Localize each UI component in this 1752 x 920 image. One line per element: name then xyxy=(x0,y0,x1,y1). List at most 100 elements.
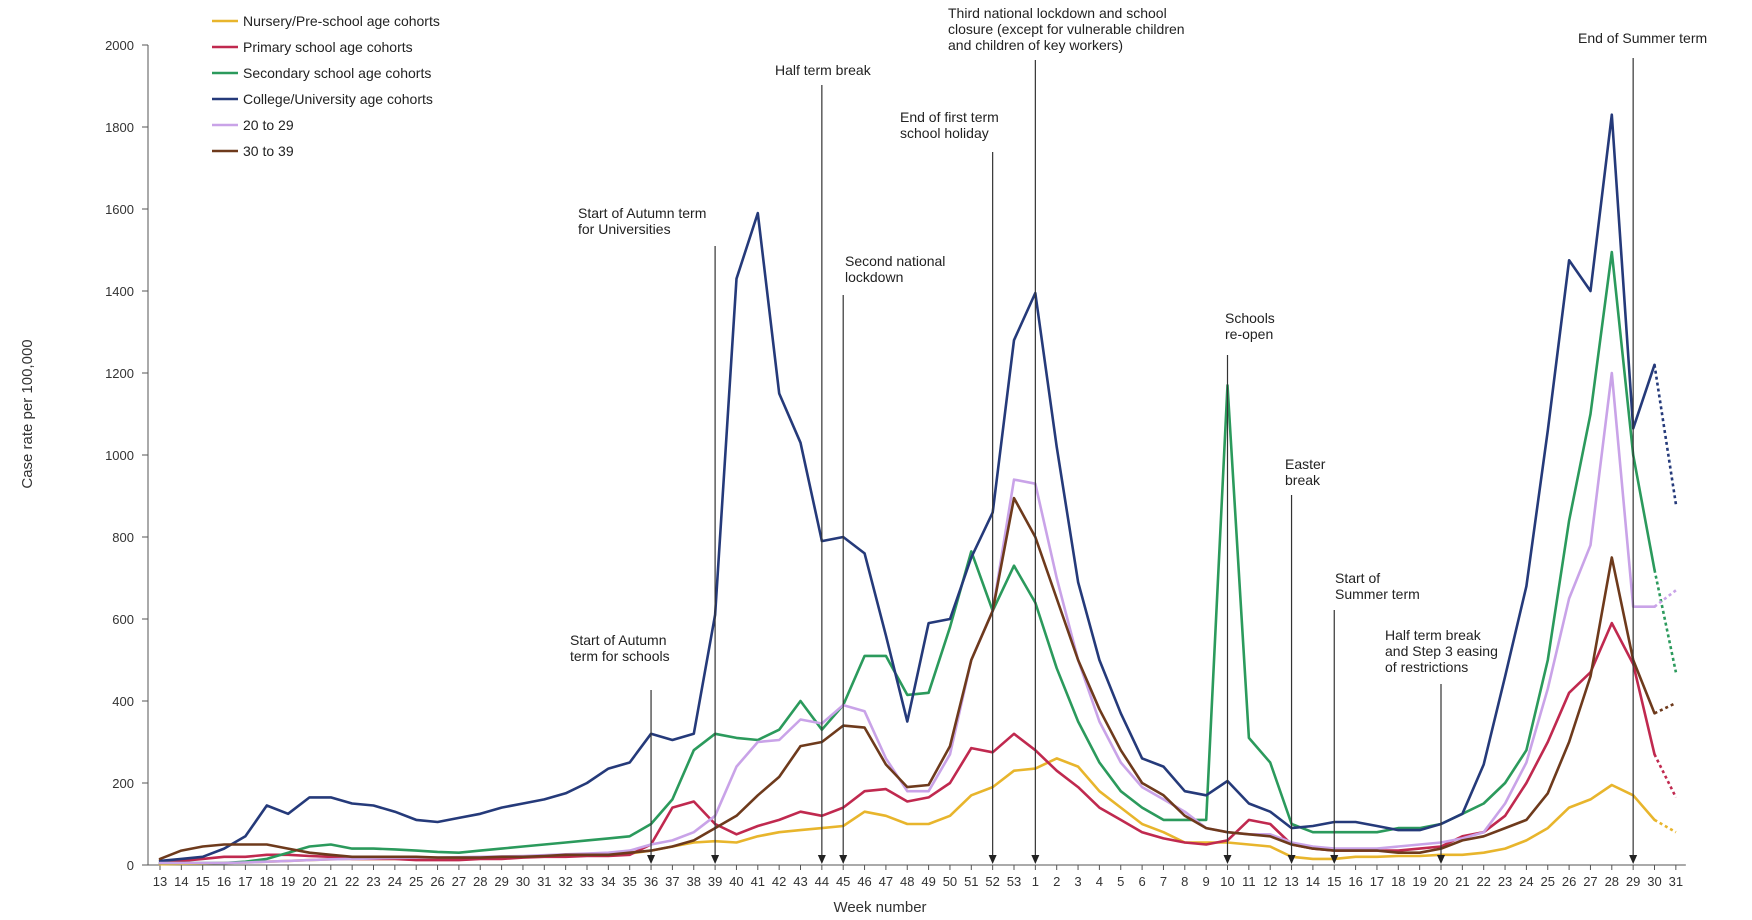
y-tick-label: 200 xyxy=(112,776,134,791)
x-tick-label: 1 xyxy=(1032,874,1039,889)
x-tick-label: 53 xyxy=(1007,874,1021,889)
series-line-1 xyxy=(158,621,1656,865)
x-tick-label: 29 xyxy=(1626,874,1640,889)
x-tick-label: 18 xyxy=(260,874,274,889)
series-line-5 xyxy=(158,496,1656,861)
x-tick-label: 42 xyxy=(772,874,786,889)
x-tick-label: 15 xyxy=(195,874,209,889)
annotation-arrowhead xyxy=(1287,855,1296,864)
annotation-arrowhead xyxy=(1437,855,1445,864)
x-tick-label: 19 xyxy=(281,874,295,889)
x-tick-label: 5 xyxy=(1117,874,1124,889)
x-tick-label: 14 xyxy=(174,874,188,889)
annotation-text: and Step 3 easing xyxy=(1385,643,1498,659)
x-tick-label: 31 xyxy=(1669,874,1683,889)
legend-entry: Nursery/Pre-school age cohorts xyxy=(243,13,440,29)
x-tick-label: 15 xyxy=(1327,874,1341,889)
y-axis-label: Case rate per 100,000 xyxy=(19,339,36,488)
annotation-text: Start of Autumn term xyxy=(578,205,706,221)
x-tick-label: 31 xyxy=(537,874,551,889)
y-tick-label: 600 xyxy=(112,612,134,627)
x-tick-label: 13 xyxy=(153,874,167,889)
x-tick-label: 14 xyxy=(1306,874,1320,889)
series-projection-0 xyxy=(1653,818,1677,834)
x-tick-label: 25 xyxy=(409,874,423,889)
x-tick-label: 9 xyxy=(1203,874,1210,889)
x-tick-label: 11 xyxy=(1242,874,1256,889)
x-tick-label: 38 xyxy=(687,874,701,889)
x-tick-label: 43 xyxy=(793,874,807,889)
x-tick-label: 46 xyxy=(857,874,871,889)
x-tick-label: 32 xyxy=(558,874,572,889)
annotation-text: break xyxy=(1285,472,1321,488)
y-tick-label: 0 xyxy=(127,858,134,873)
x-tick-label: 22 xyxy=(345,874,359,889)
y-tick-label: 1600 xyxy=(105,202,134,217)
y-tick-label: 1000 xyxy=(105,448,134,463)
y-tick-label: 2000 xyxy=(105,38,134,53)
y-tick-label: 1400 xyxy=(105,284,134,299)
x-tick-label: 12 xyxy=(1263,874,1277,889)
legend-entry: 20 to 29 xyxy=(243,117,294,133)
legend-entry: Primary school age cohorts xyxy=(243,39,413,55)
x-tick-label: 27 xyxy=(452,874,466,889)
x-tick-label: 2 xyxy=(1053,874,1060,889)
x-tick-label: 19 xyxy=(1412,874,1426,889)
x-tick-label: 8 xyxy=(1181,874,1188,889)
y-tick-label: 400 xyxy=(112,694,134,709)
x-tick-label: 45 xyxy=(836,874,850,889)
series-lines xyxy=(158,113,1678,866)
series-projection-5 xyxy=(1653,701,1677,715)
annotation-text: re-open xyxy=(1225,326,1273,342)
x-tick-label: 21 xyxy=(1455,874,1469,889)
x-tick-label: 40 xyxy=(729,874,743,889)
series-projection-2 xyxy=(1653,569,1678,673)
annotation-arrowhead xyxy=(1330,855,1339,864)
annotation-text: of restrictions xyxy=(1385,659,1468,675)
annotation-text: closure (except for vulnerable children xyxy=(948,21,1185,37)
annotation-text: Summer term xyxy=(1335,586,1420,602)
annotation-text: Start of Autumn xyxy=(570,632,667,648)
x-tick-label: 28 xyxy=(1605,874,1619,889)
x-tick-label: 41 xyxy=(751,874,765,889)
annotation-arrowhead xyxy=(1031,855,1040,864)
y-tick-label: 1200 xyxy=(105,366,134,381)
annotation-arrowhead xyxy=(1629,855,1638,864)
series-line-4 xyxy=(158,371,1656,865)
x-tick-label: 6 xyxy=(1138,874,1145,889)
x-tick-label: 48 xyxy=(900,874,914,889)
series-projection-4 xyxy=(1653,589,1677,608)
x-tick-label: 21 xyxy=(324,874,338,889)
annotation-text: and children of key workers) xyxy=(948,37,1123,53)
annotation-text: Schools xyxy=(1225,310,1275,326)
annotation-text: term for schools xyxy=(570,648,670,664)
series-line-3 xyxy=(158,113,1656,863)
x-tick-label: 7 xyxy=(1160,874,1167,889)
annotation-arrowhead xyxy=(988,855,997,864)
x-tick-label: 30 xyxy=(1647,874,1661,889)
x-tick-label: 4 xyxy=(1096,874,1103,889)
annotation-text: Third national lockdown and school xyxy=(948,5,1167,21)
x-tick-label: 33 xyxy=(580,874,594,889)
y-tick-label: 800 xyxy=(112,530,134,545)
x-tick-label: 27 xyxy=(1583,874,1597,889)
x-tick-label: 52 xyxy=(985,874,999,889)
x-tick-label: 49 xyxy=(921,874,935,889)
y-axis: 0 200 400 600 800 1000 1200 1400 1600 1800 2000 xyxy=(105,38,149,873)
annotation-text: Easter xyxy=(1285,456,1326,472)
x-tick-label: 26 xyxy=(1562,874,1576,889)
legend-entry: 30 to 39 xyxy=(243,143,294,159)
x-tick-label: 26 xyxy=(430,874,444,889)
x-tick-label: 17 xyxy=(1370,874,1384,889)
annotation-text: school holiday xyxy=(900,125,989,141)
series-line-2 xyxy=(158,250,1656,865)
annotation-text: Second national xyxy=(845,253,945,269)
x-tick-label: 36 xyxy=(644,874,658,889)
x-tick-label: 16 xyxy=(1348,874,1362,889)
annotation-arrowhead xyxy=(817,855,826,864)
x-tick-label: 20 xyxy=(302,874,316,889)
x-tick-label: 29 xyxy=(494,874,508,889)
x-tick-label: 23 xyxy=(1498,874,1512,889)
